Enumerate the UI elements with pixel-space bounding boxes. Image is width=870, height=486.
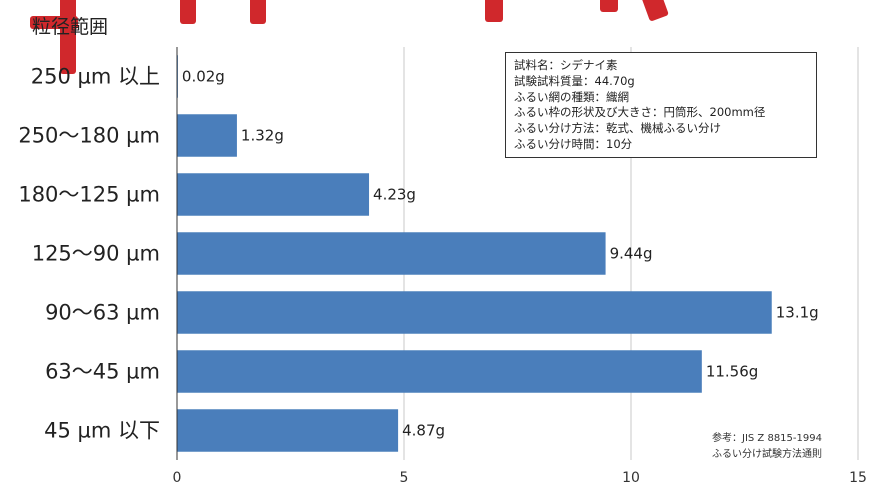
info-line-sieve-time: ふるい分け時間：10分	[514, 136, 633, 151]
x-tick-label: 5	[400, 470, 409, 486]
category-label: 250 µm 以上	[31, 65, 160, 89]
bar	[177, 350, 702, 393]
category-label: 250〜180 µm	[18, 124, 160, 148]
info-line-sieve-frame: ふるい枠の形状及び大きさ：円筒形、200mm径	[514, 105, 766, 120]
category-labels: 250 µm 以上 250〜180 µm 180〜125 µm 125〜90 µm 90…	[18, 65, 160, 443]
value-label: 9.44g	[610, 245, 653, 263]
x-tick-label: 15	[849, 470, 867, 486]
bar	[177, 114, 237, 157]
bar	[177, 291, 772, 334]
x-axis-ticks: 0 5 10 15	[173, 470, 867, 486]
x-tick-label: 10	[622, 470, 640, 486]
reference-standard: 参考：JIS Z 8815-1994	[712, 433, 822, 444]
chart-title: 粒径範囲	[32, 16, 108, 38]
value-label: 11.56g	[706, 363, 758, 381]
sample-info-box: 試料名：シデナイ素 試験試料質量：44.70g ふるい網の種類：織網 ふるい枠の…	[505, 52, 817, 158]
reference-note: 参考：JIS Z 8815-1994 ふるい分け試験方法通則	[712, 431, 862, 463]
value-label: 0.02g	[182, 68, 225, 86]
value-label: 4.87g	[402, 422, 445, 440]
reference-title: ふるい分け試験方法通則	[712, 449, 822, 460]
value-label: 4.23g	[373, 186, 416, 204]
category-label: 45 µm 以下	[44, 419, 160, 443]
info-line-sample-mass: 試験試料質量：44.70g	[514, 73, 635, 88]
category-label: 90〜63 µm	[45, 301, 160, 325]
category-label: 63〜45 µm	[45, 360, 160, 384]
value-label: 1.32g	[241, 127, 284, 145]
x-tick-label: 0	[173, 470, 182, 486]
bar	[177, 409, 399, 452]
info-line-sieve-type: ふるい網の種類：織網	[514, 89, 629, 104]
category-label: 125〜90 µm	[32, 242, 160, 266]
category-label: 180〜125 µm	[18, 183, 160, 207]
bars	[177, 55, 772, 452]
value-label: 13.1g	[776, 304, 819, 322]
bar	[177, 173, 370, 216]
info-line-sample-name: 試料名：シデナイ素	[514, 58, 618, 72]
bar	[177, 232, 606, 275]
value-labels: 0.02g 1.32g 4.23g 9.44g 13.1g 11.56g 4.87g	[182, 68, 819, 440]
info-line-sieve-method: ふるい分け方法：乾式、機械ふるい分け	[514, 121, 721, 136]
